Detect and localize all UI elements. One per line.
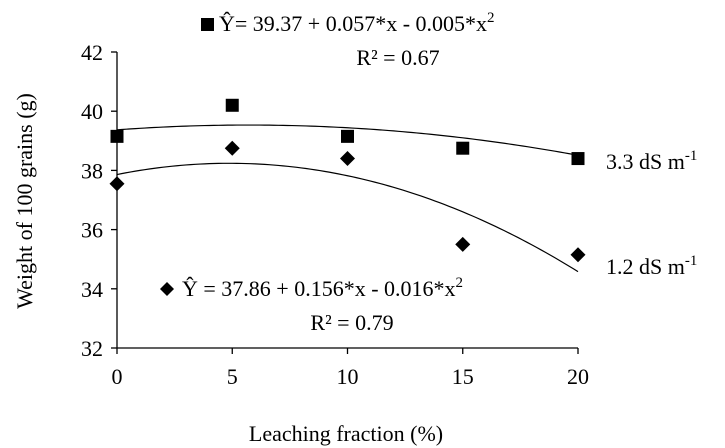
equation-1-2-exp: 2 — [456, 275, 464, 291]
data-point-square — [456, 141, 470, 155]
data-point-diamond — [224, 140, 240, 156]
r2-3-3: R² = 0.67 — [356, 45, 439, 70]
series-label-1-2-exp: -1 — [685, 253, 698, 269]
y-tick-label: 32 — [81, 336, 103, 361]
y-tick-label: 38 — [81, 158, 103, 183]
legend-diamond-marker — [160, 282, 174, 296]
data-point-diamond — [570, 247, 586, 263]
y-tick-label: 34 — [81, 277, 103, 302]
y-tick-label: 42 — [81, 40, 103, 65]
x-tick-label: 5 — [227, 364, 238, 389]
y-axis-label: Weight of 100 grains (g) — [12, 93, 37, 309]
data-point-diamond — [340, 151, 355, 167]
fit-line-3-3 — [116, 124, 579, 156]
equation-1-2: Ŷ = 37.86 + 0.156*x - 0.016*x2 — [182, 275, 463, 301]
y-tick-label: 36 — [81, 218, 103, 243]
axes: 32 34 36 38 40 42 0 5 10 15 20 — [81, 40, 589, 389]
y-tick-label: 40 — [81, 99, 103, 124]
data-point-diamond — [455, 236, 471, 252]
x-tick-label: 15 — [452, 364, 474, 389]
x-tick-label: 0 — [112, 364, 123, 389]
series-label-3-3: 3.3 dS m-1 — [606, 148, 697, 174]
data-point-square — [341, 129, 354, 143]
data-point-square — [110, 129, 124, 143]
series-label-3-3-main: 3.3 dS m — [606, 149, 685, 174]
equation-3-3-main: Ŷ= 39.37 + 0.057*x - 0.005*x — [219, 11, 487, 36]
x-tick-label: 10 — [337, 364, 359, 389]
series-label-1-2: 1.2 dS m-1 — [606, 253, 697, 279]
r2-1-2: R² = 0.79 — [310, 310, 393, 335]
series-label-1-2-main: 1.2 dS m — [606, 254, 685, 279]
data-point-diamond — [109, 176, 125, 192]
legend-square-marker — [201, 18, 214, 31]
x-tick-label: 20 — [567, 364, 589, 389]
x-axis-label: Leaching fraction (%) — [249, 421, 443, 446]
data-point-square — [571, 152, 585, 166]
data-point-square — [225, 98, 239, 112]
data-points — [109, 98, 586, 263]
fit-line-1-2 — [116, 162, 579, 273]
equation-3-3-exp: 2 — [487, 10, 495, 26]
equation-3-3: Ŷ= 39.37 + 0.057*x - 0.005*x2 — [219, 10, 495, 36]
fit-lines — [116, 124, 579, 273]
series-label-3-3-exp: -1 — [685, 148, 698, 164]
equation-1-2-main: Ŷ = 37.86 + 0.156*x - 0.016*x — [182, 276, 456, 301]
